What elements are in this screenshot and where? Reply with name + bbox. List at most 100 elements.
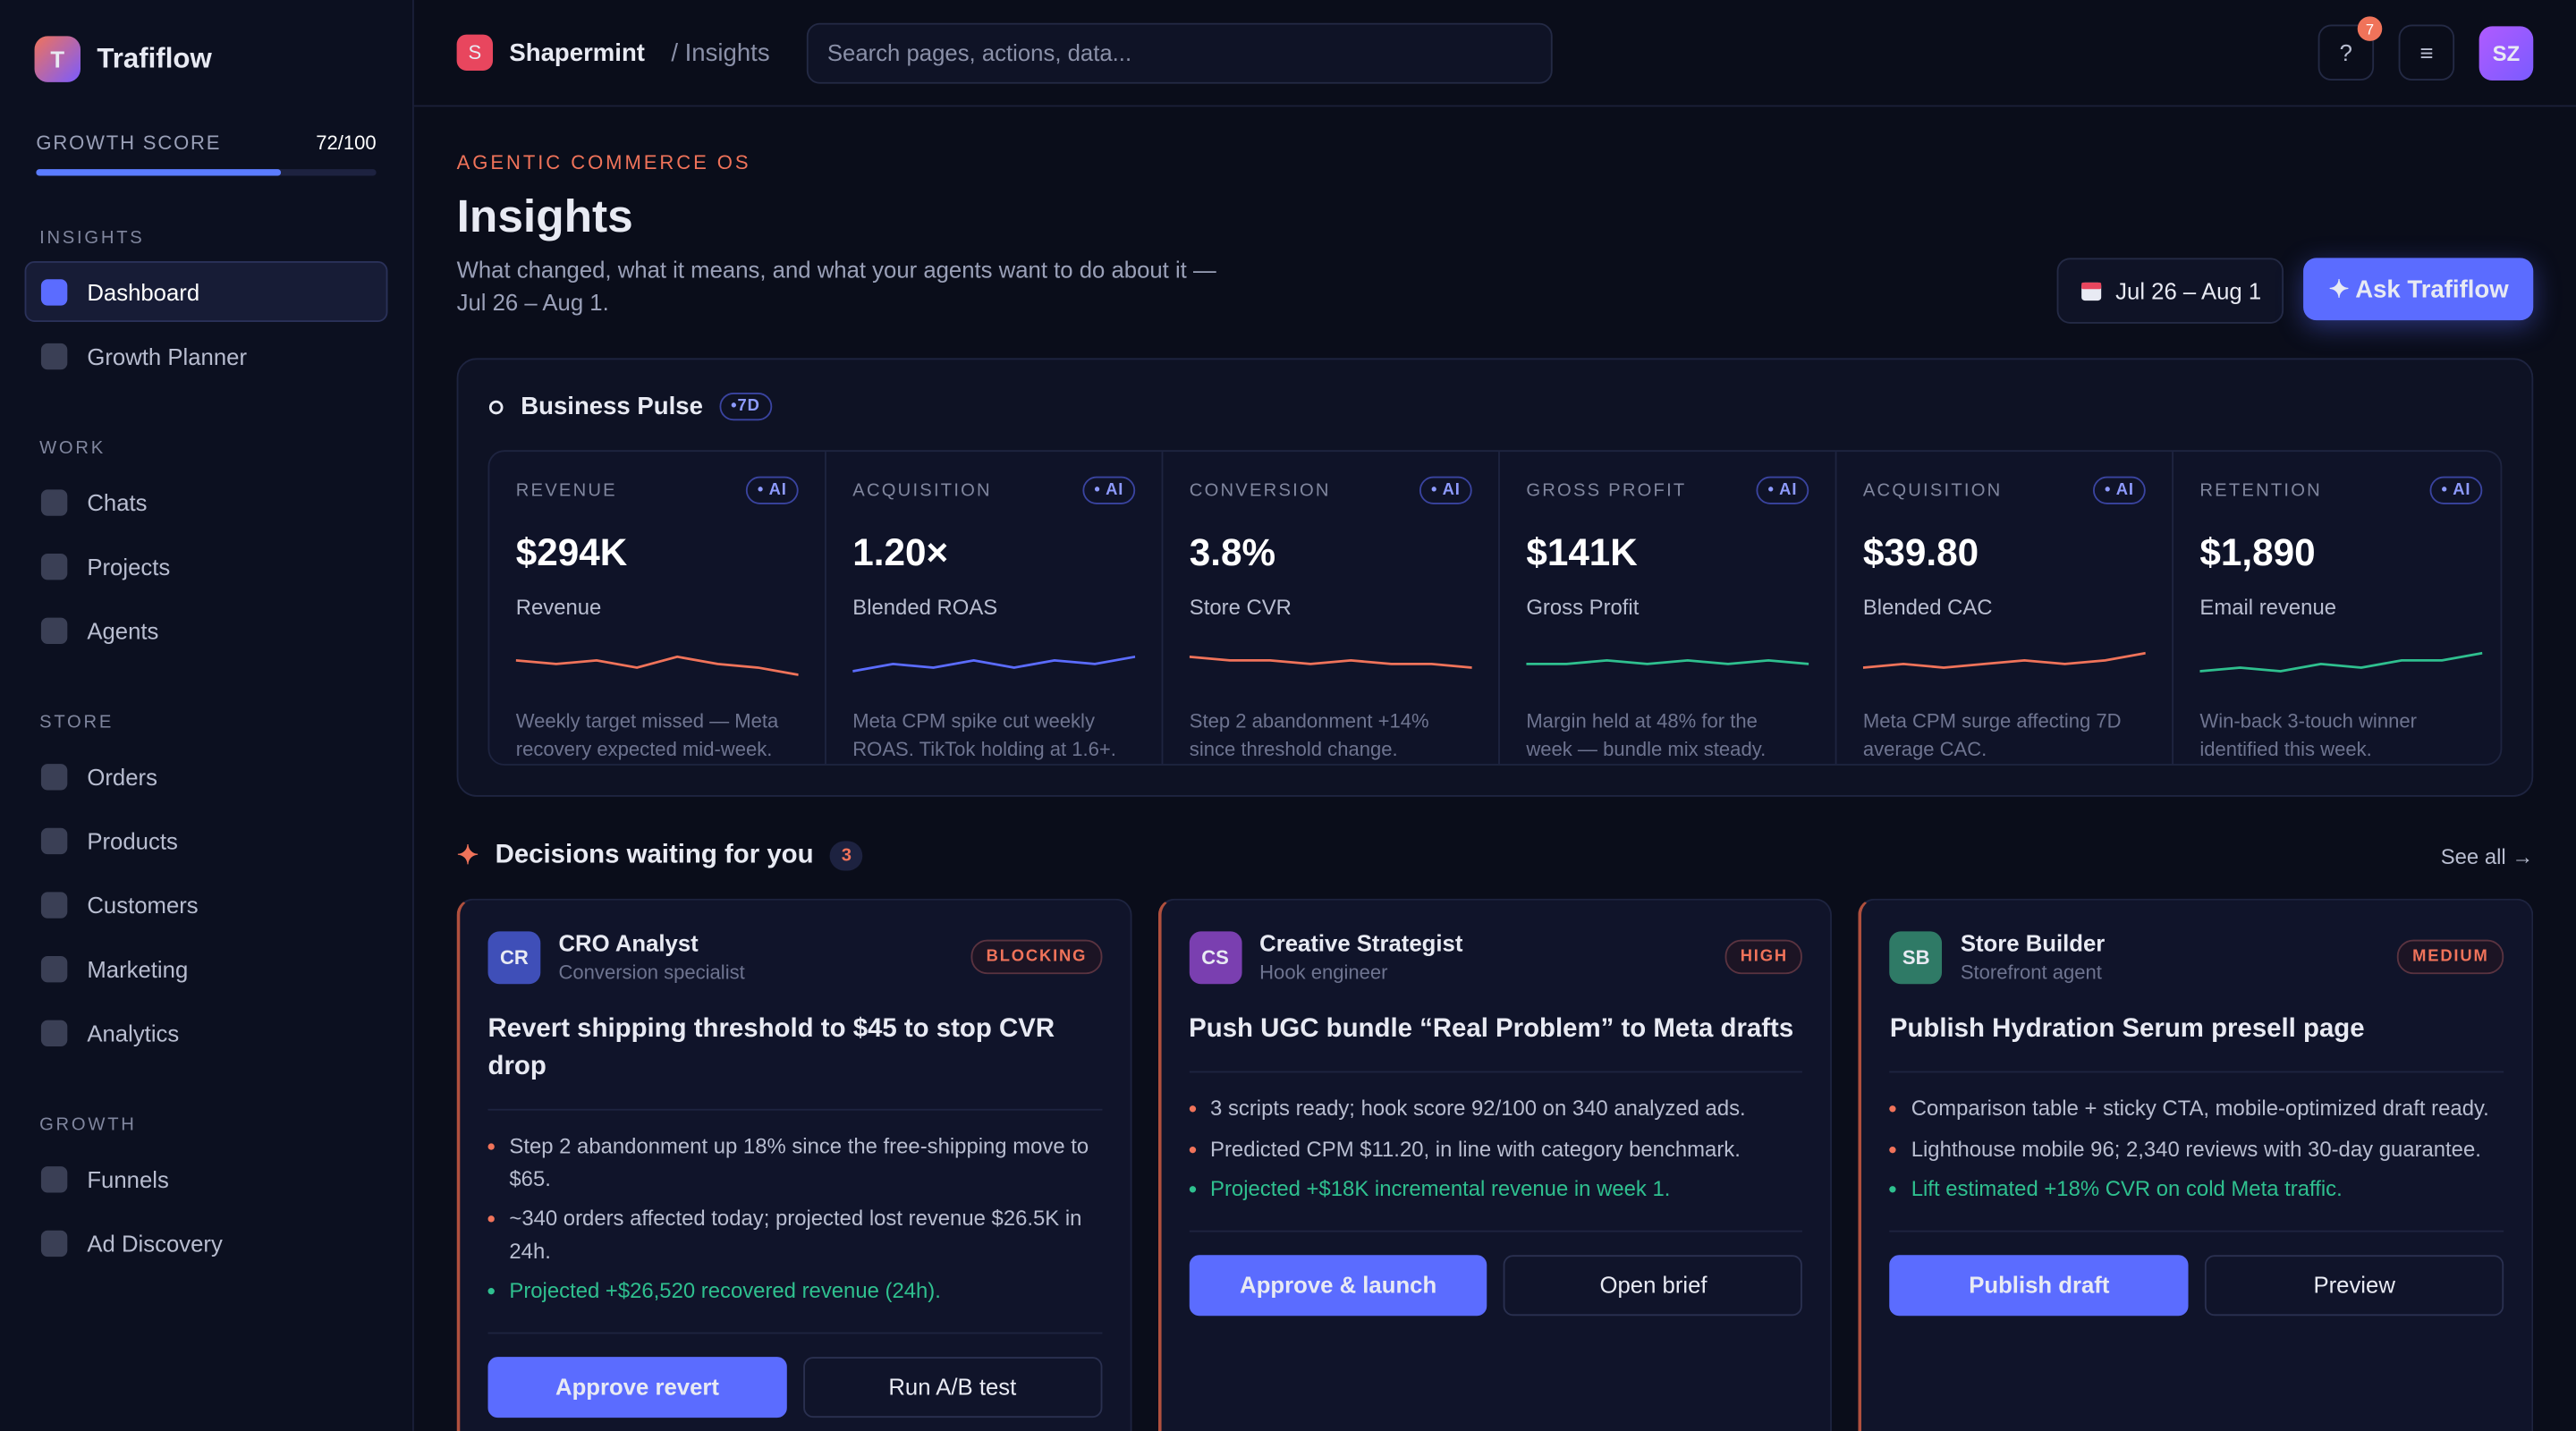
decision-title: Push UGC bundle “Real Problem” to Meta d… bbox=[1189, 1011, 1803, 1073]
brand-name: Trafiflow bbox=[97, 42, 212, 74]
decision-title: Revert shipping threshold to $45 to stop… bbox=[487, 1011, 1102, 1111]
growth-score: GROWTH SCORE 72/100 bbox=[36, 131, 376, 155]
metric-header: CONVERSION • AI bbox=[1189, 476, 1472, 504]
page-title: Insights bbox=[456, 191, 633, 242]
metric-value: $141K bbox=[1526, 530, 1638, 574]
metric: REVENUE • AI $294K Revenue Weekly target mis… bbox=[489, 452, 825, 764]
nav-label: Agents bbox=[87, 616, 159, 644]
metric-label: Gross Profit bbox=[1526, 594, 1640, 620]
metric-category: CONVERSION bbox=[1189, 480, 1331, 501]
metric-value: 1.20× bbox=[852, 530, 949, 574]
ask-button[interactable]: ✦ Ask Trafiflow bbox=[2303, 258, 2534, 321]
sidebar: T Trafiflow GROWTH SCORE 72/100 INSIGHTS Dash… bbox=[0, 0, 414, 1431]
metric-note: Margin held at 48% for the week — bundle… bbox=[1526, 709, 1767, 761]
primary-button[interactable]: Approve revert bbox=[487, 1356, 787, 1418]
nav-icon bbox=[40, 342, 68, 369]
calendar-icon bbox=[2080, 282, 2101, 301]
decisions-header: ✦ Decisions waiting for you 3 See all → bbox=[457, 840, 2534, 873]
ai-tag: • AI bbox=[1756, 476, 1809, 504]
bullet: Comparison table + sticky CTA, mobile-op… bbox=[1889, 1092, 2504, 1124]
menu-button[interactable]: ≡ bbox=[2398, 24, 2455, 81]
nav-icon bbox=[40, 1019, 68, 1046]
growth-bar-fill bbox=[36, 169, 282, 176]
store-icon: S bbox=[456, 34, 494, 71]
nav-item[interactable]: Orders bbox=[25, 746, 388, 807]
metric: ACQUISITION • AI 1.20× Blended ROAS Meta CPM… bbox=[825, 452, 1162, 765]
help-button[interactable]: ? 7 bbox=[2318, 16, 2383, 81]
metric-value: 3.8% bbox=[1189, 530, 1276, 574]
bullet: ~340 orders affected today; projected lo… bbox=[487, 1202, 1102, 1266]
nav-item[interactable]: Growth Planner bbox=[25, 326, 388, 386]
metric: CONVERSION • AI 3.8% Store CVR Step 2 abando… bbox=[1161, 452, 1499, 765]
nav-item[interactable]: Dashboard bbox=[24, 261, 388, 323]
decisions-count: 3 bbox=[829, 841, 863, 871]
pulse-title: Business Pulse bbox=[521, 392, 703, 421]
nav-icon bbox=[40, 891, 68, 918]
sparkline bbox=[1526, 658, 1809, 665]
sparkline bbox=[852, 655, 1136, 673]
nav-label: Projects bbox=[87, 553, 171, 580]
agent-avatar: CS bbox=[1189, 930, 1241, 984]
decision-card: CR CRO Analyst Conversion specialist BLOCKI… bbox=[456, 898, 1131, 1431]
nav-icon bbox=[40, 763, 68, 790]
outcome: Projected +$18K incremental revenue in w… bbox=[1189, 1173, 1802, 1205]
nav-item[interactable]: Chats bbox=[25, 471, 388, 532]
main: S Shapermint / Insights Search pages, actio… bbox=[413, 0, 2576, 1431]
decisions-title: Decisions waiting for you bbox=[495, 841, 814, 869]
sparkline-path bbox=[1862, 651, 2146, 669]
nav-item[interactable]: Products bbox=[25, 810, 388, 871]
secondary-button[interactable]: Open brief bbox=[1504, 1254, 1803, 1316]
decision-card: SB Store Builder Storefront agent MEDIUM Pub… bbox=[1858, 898, 2534, 1431]
metric-note: Win-back 3-touch winner identified this … bbox=[2199, 709, 2417, 761]
metric-label: Email revenue bbox=[2199, 594, 2337, 620]
nav-item[interactable]: Ad Discovery bbox=[25, 1213, 388, 1274]
bullet: Step 2 abandonment up 18% since the free… bbox=[487, 1130, 1102, 1195]
date-text: Jul 26 – Aug 1 bbox=[2115, 277, 2262, 304]
avatar[interactable]: SZ bbox=[2479, 25, 2534, 80]
store-name[interactable]: Shapermint bbox=[509, 38, 645, 67]
metric-category: ACQUISITION bbox=[852, 480, 992, 501]
primary-button[interactable]: Publish draft bbox=[1889, 1254, 2189, 1316]
sparkline-path bbox=[515, 655, 799, 676]
metric-header: RETENTION • AI bbox=[2199, 476, 2483, 504]
nav-item[interactable]: Analytics bbox=[25, 1002, 388, 1063]
ai-tag: • AI bbox=[2429, 476, 2483, 504]
sparkline bbox=[1189, 655, 1472, 669]
card-header: CR CRO Analyst Conversion specialist BLOCKI… bbox=[487, 930, 1102, 984]
sparkline bbox=[515, 655, 799, 676]
nav-label: Analytics bbox=[87, 1019, 180, 1046]
metric-category: RETENTION bbox=[2199, 480, 2322, 501]
metric: ACQUISITION • AI $39.80 Blended CAC Meta CPM… bbox=[1835, 452, 2173, 765]
agent-info: Creative Strategist Hook engineer bbox=[1259, 930, 1462, 985]
nav-item[interactable]: Agents bbox=[25, 599, 388, 660]
metric-label: Revenue bbox=[515, 594, 602, 620]
primary-button[interactable]: Approve & launch bbox=[1189, 1254, 1488, 1316]
nav-item[interactable]: Marketing bbox=[25, 938, 388, 999]
eyebrow: AGENTIC COMMERCE OS bbox=[456, 150, 751, 174]
card-header: SB Store Builder Storefront agent MEDIUM bbox=[1889, 930, 2504, 984]
nav-item[interactable]: Customers bbox=[25, 874, 388, 935]
nav-label: Funnels bbox=[87, 1165, 169, 1192]
bullet: Predicted CPM $11.20, in line with categ… bbox=[1189, 1132, 1802, 1164]
metric-value: $294K bbox=[515, 530, 628, 574]
date-range[interactable]: Jul 26 – Aug 1 bbox=[2056, 258, 2284, 324]
nav-item[interactable]: Projects bbox=[25, 536, 388, 597]
nav-icon bbox=[40, 826, 68, 854]
metric: RETENTION • AI $1,890 Email revenue Win-back… bbox=[2172, 452, 2509, 765]
topbar-actions: ? 7 ≡ SZ bbox=[2318, 16, 2534, 81]
see-all[interactable]: See all → bbox=[2440, 843, 2534, 868]
card-buttons: Publish draft Preview bbox=[1889, 1254, 2504, 1316]
secondary-button[interactable]: Run A/B test bbox=[802, 1356, 1102, 1418]
agent-role: Hook engineer bbox=[1259, 961, 1388, 985]
metric-note: Meta CPM spike cut weekly ROAS. TikTok h… bbox=[852, 709, 1116, 761]
bullet-list: 3 scripts ready; hook score 92/100 on 34… bbox=[1189, 1092, 1803, 1232]
search-input[interactable]: Search pages, actions, data... bbox=[806, 21, 1552, 83]
sparkline-path bbox=[852, 655, 1136, 673]
nav-item[interactable]: Funnels bbox=[25, 1148, 388, 1209]
ai-tag: • AI bbox=[1082, 476, 1136, 504]
secondary-button[interactable]: Preview bbox=[2205, 1254, 2504, 1316]
metric-category: ACQUISITION bbox=[1862, 480, 2003, 501]
metric-category: GROSS PROFIT bbox=[1526, 480, 1687, 501]
